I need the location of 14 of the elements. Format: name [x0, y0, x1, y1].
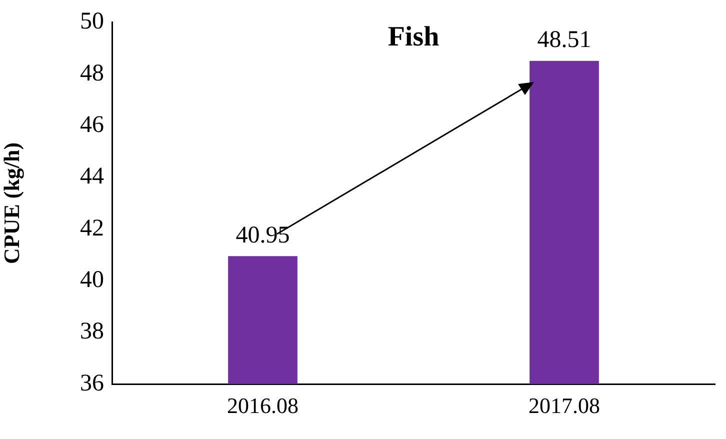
y-tick-label: 36: [80, 370, 104, 396]
y-tick-label: 42: [80, 215, 104, 242]
y-tick-label: 46: [80, 112, 104, 138]
y-tick-label: 48: [80, 60, 104, 86]
y-tick-label: 44: [80, 164, 104, 190]
y-tick-label: 38: [80, 318, 104, 345]
data-label: 40.95: [236, 222, 290, 248]
data-label: 48.51: [537, 27, 592, 54]
x-tick-label: 2017.08: [528, 392, 600, 418]
chart-title: Fish: [388, 22, 440, 53]
y-tick-label: 40: [80, 266, 104, 293]
x-tick-label: 2016.08: [227, 392, 298, 418]
y-tick-label: 50: [80, 8, 104, 35]
y-axis-title: CPUE (kg/h): [0, 142, 24, 264]
